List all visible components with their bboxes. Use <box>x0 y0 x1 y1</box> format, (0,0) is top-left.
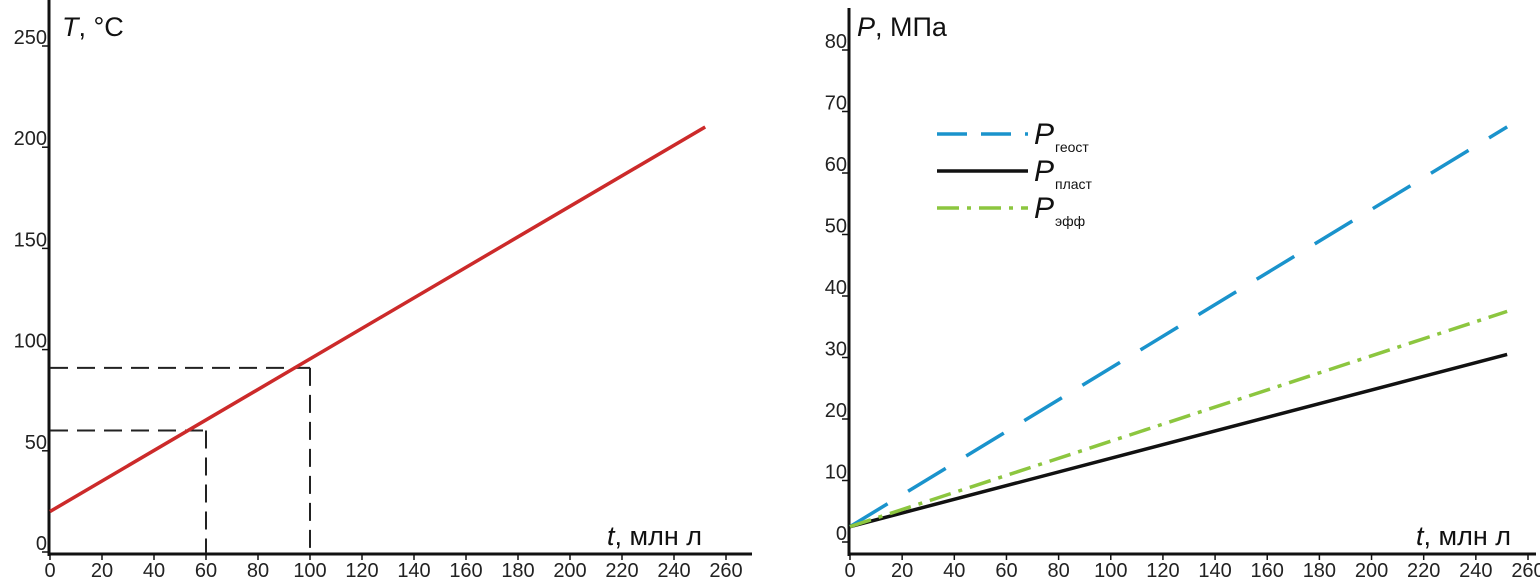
series-line-left-0 <box>49 125 707 514</box>
x-tick-label: 40 <box>143 560 165 579</box>
x-tick-label: 60 <box>995 560 1017 579</box>
x-tick-label: 220 <box>1407 560 1440 579</box>
y-tick-label: 150 <box>14 229 47 251</box>
y-axis-var-left: T <box>62 12 81 42</box>
x-tick-label: 60 <box>195 560 217 579</box>
y-ticks-right: 0 10 20 30 40 50 60 70 80 <box>825 31 850 545</box>
x-axis-title-right: t, млн л <box>1416 521 1511 551</box>
x-tick-label: 80 <box>1047 560 1069 579</box>
x-tick-label: 80 <box>247 560 269 579</box>
x-tick-label: 260 <box>709 560 742 579</box>
y-tick-label: 50 <box>25 432 47 454</box>
y-tick-label: 80 <box>825 31 847 53</box>
y-tick-label: 70 <box>825 93 847 115</box>
x-axis-title-left: t, млн л <box>607 521 702 551</box>
x-tick-label: 160 <box>1251 560 1284 579</box>
x-tick-label: 240 <box>1459 560 1492 579</box>
x-axis-unit-right: , млн л <box>1424 521 1512 551</box>
y-axis-unit-left: , °C <box>79 12 124 42</box>
x-ticks-left: 0 20 40 60 80 100 120 140 160 180 200 220 240 260 <box>44 554 743 579</box>
y-ticks-left: 0 50 100 150 200 250 <box>14 27 50 555</box>
y-tick-label: 10 <box>825 462 847 484</box>
series-left <box>49 125 707 514</box>
legend-label-sub: пласт <box>1055 176 1093 192</box>
x-tick-label: 200 <box>553 560 586 579</box>
x-ticks-right: 0 20 40 60 80 100 120 140 160 180 200 220 240 260 <box>844 554 1540 579</box>
legend-label-main: P <box>1034 118 1054 151</box>
x-tick-label: 120 <box>1146 560 1179 579</box>
legend-label-sub: геост <box>1055 139 1089 155</box>
x-tick-label: 0 <box>844 560 855 579</box>
series-line-right-2 <box>849 309 1508 529</box>
legend-label-1: Pпласт <box>1034 155 1093 192</box>
guide-lines-left <box>50 366 311 553</box>
x-tick-label: 100 <box>1094 560 1127 579</box>
y-tick-label: 50 <box>825 216 847 238</box>
x-axis-unit-left: , млн л <box>615 521 703 551</box>
x-tick-label: 160 <box>449 560 482 579</box>
series-line-right-1 <box>849 352 1508 529</box>
x-tick-label: 180 <box>501 560 534 579</box>
series-right <box>849 125 1509 529</box>
x-tick-label: 20 <box>891 560 913 579</box>
x-tick-label: 180 <box>1303 560 1336 579</box>
temperature-chart: 0 50 100 150 200 250 0 20 40 60 80 100 120 140 160 180… <box>14 0 752 579</box>
x-tick-label: 0 <box>44 560 55 579</box>
x-axis-var-right: t <box>1416 521 1425 551</box>
x-tick-label: 140 <box>1198 560 1231 579</box>
y-tick-label: 250 <box>14 27 47 49</box>
x-tick-label: 220 <box>605 560 638 579</box>
x-tick-label: 120 <box>345 560 378 579</box>
y-tick-label: 0 <box>36 533 47 555</box>
y-axis-title-left: T, °C <box>62 12 124 42</box>
x-tick-label: 240 <box>657 560 690 579</box>
y-tick-label: 0 <box>836 523 847 545</box>
y-axis-var-right: P <box>857 12 875 42</box>
legend-label-main: P <box>1034 192 1054 225</box>
legend-label-sub: эфф <box>1055 213 1085 229</box>
x-tick-label: 200 <box>1355 560 1388 579</box>
x-tick-label: 100 <box>293 560 326 579</box>
y-tick-label: 60 <box>825 154 847 176</box>
x-axis-var-left: t <box>607 521 616 551</box>
y-tick-label: 100 <box>14 331 47 353</box>
y-tick-label: 200 <box>14 128 47 150</box>
y-axis-title-right: P, МПа <box>857 12 948 42</box>
series-line-right-0 <box>849 125 1509 529</box>
pressure-chart: 0 10 20 30 40 50 60 70 80 0 20 40 60 80 100 120 140 160 1… <box>825 8 1540 579</box>
y-tick-label: 20 <box>825 400 847 422</box>
x-tick-label: 260 <box>1511 560 1540 579</box>
legend-label-2: Pэфф <box>1034 192 1085 229</box>
x-tick-label: 40 <box>943 560 965 579</box>
x-tick-label: 20 <box>91 560 113 579</box>
y-axis-unit-right: , МПа <box>875 12 948 42</box>
y-tick-label: 40 <box>825 277 847 299</box>
legend-label-main: P <box>1034 155 1054 188</box>
legend-label-0: Pгеост <box>1034 118 1089 155</box>
y-tick-label: 30 <box>825 339 847 361</box>
x-tick-label: 140 <box>397 560 430 579</box>
